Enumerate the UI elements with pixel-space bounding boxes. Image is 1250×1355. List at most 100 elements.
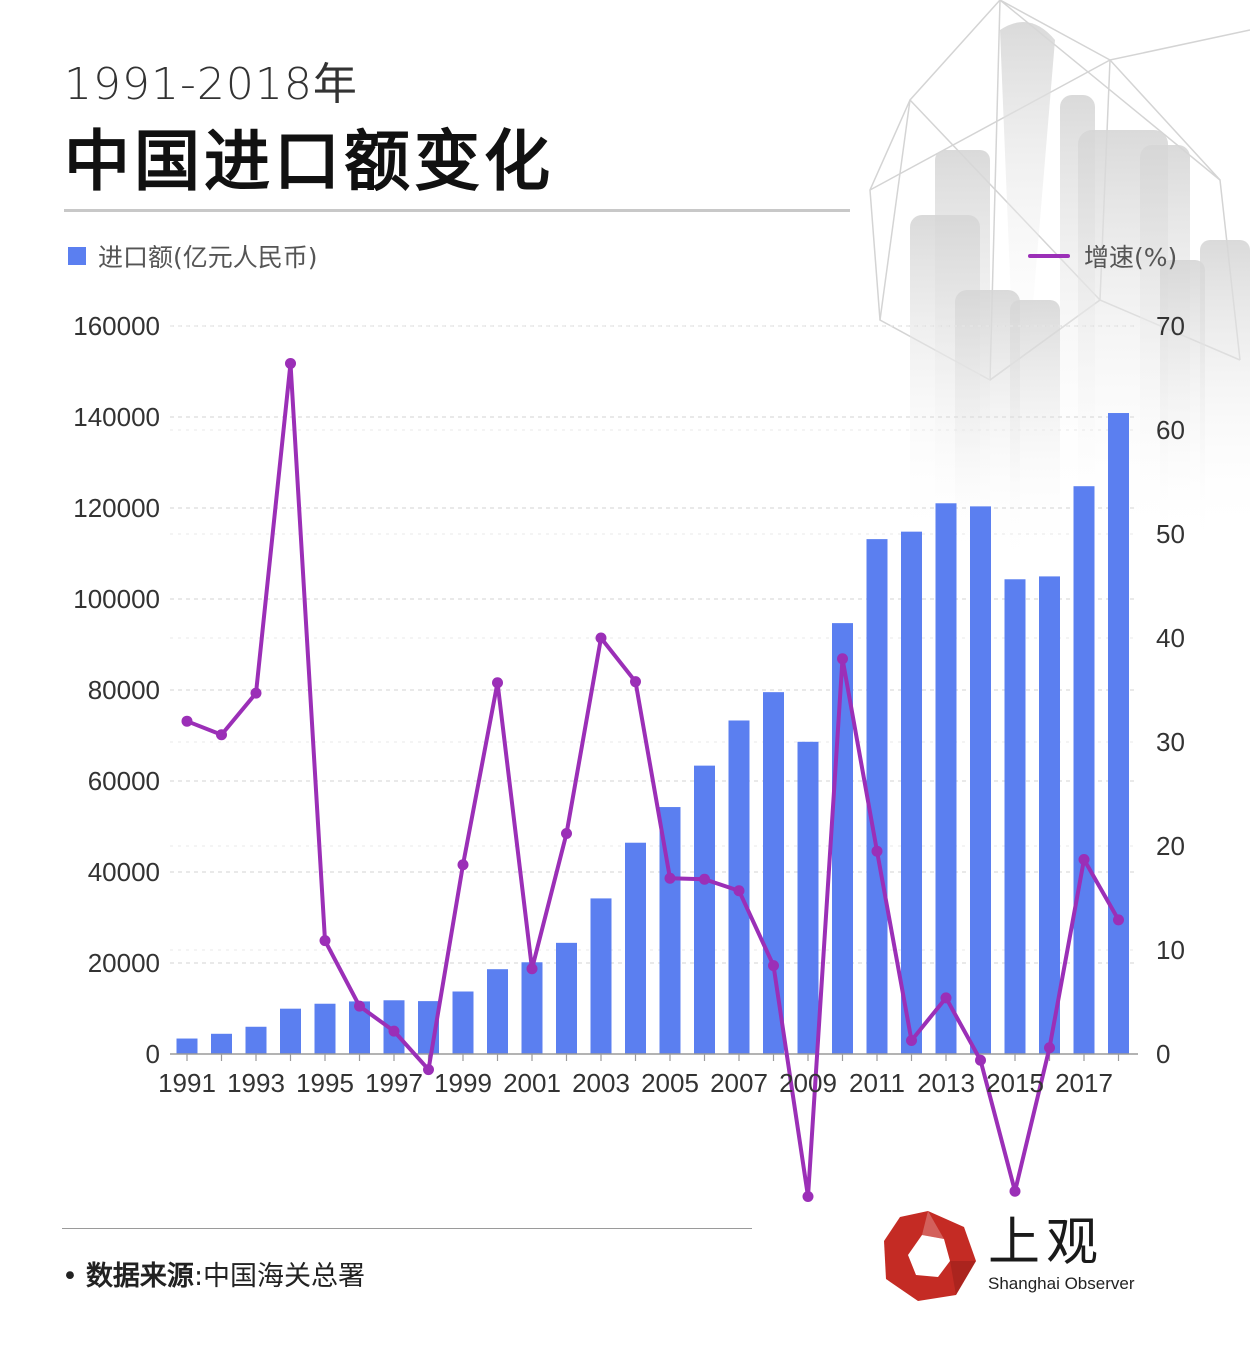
growth-point bbox=[1078, 854, 1090, 866]
growth-point bbox=[975, 1054, 986, 1066]
import-bar bbox=[245, 1026, 267, 1054]
import-bar bbox=[349, 1001, 370, 1054]
growth-point bbox=[802, 1190, 814, 1202]
growth-point bbox=[1113, 914, 1124, 926]
background-skyline-decoration bbox=[869, 0, 1250, 560]
data-source: • 数据来源:中国海关总署 bbox=[62, 1254, 365, 1293]
x-tick-label: 2013 bbox=[917, 1068, 975, 1098]
growth-point bbox=[457, 859, 469, 871]
x-tick-label: 2003 bbox=[572, 1068, 630, 1098]
logo-text-en: Shanghai Observer bbox=[988, 1274, 1135, 1293]
growth-point bbox=[388, 1025, 400, 1037]
growth-point bbox=[216, 729, 227, 741]
y-right-tick-label: 50 bbox=[1156, 519, 1185, 549]
x-tick-label: 2011 bbox=[849, 1068, 905, 1098]
import-bar bbox=[694, 765, 715, 1054]
growth-point bbox=[664, 872, 676, 884]
x-tick-label: 1997 bbox=[365, 1068, 423, 1098]
x-tick-label: 2009 bbox=[779, 1068, 837, 1098]
import-bar bbox=[625, 842, 646, 1054]
import-bar bbox=[1073, 486, 1095, 1054]
import-bar bbox=[935, 503, 957, 1055]
growth-point bbox=[630, 676, 641, 688]
growth-point bbox=[285, 357, 296, 369]
import-bar bbox=[314, 1003, 336, 1054]
growth-point bbox=[871, 845, 883, 857]
source-label: 数据来源 bbox=[85, 1261, 194, 1292]
y-left-tick-label: 20000 bbox=[88, 948, 160, 978]
growth-point bbox=[837, 653, 848, 665]
x-tick-label: 2015 bbox=[986, 1068, 1044, 1098]
y-left-tick-label: 0 bbox=[146, 1039, 160, 1069]
footer-divider bbox=[62, 1228, 752, 1229]
growth-point bbox=[595, 632, 607, 644]
growth-line-group bbox=[181, 357, 1124, 1202]
y-right-tick-label: 60 bbox=[1156, 415, 1185, 445]
y-left-tick-label: 60000 bbox=[88, 766, 160, 796]
growth-point bbox=[906, 1034, 917, 1046]
y-left-tick-label: 80000 bbox=[88, 675, 160, 705]
source-separator: : bbox=[193, 1261, 204, 1292]
growth-point bbox=[940, 992, 952, 1004]
page-title: 中国进口额变化 bbox=[64, 123, 554, 200]
import-bar bbox=[797, 741, 819, 1054]
import-bar bbox=[763, 692, 784, 1054]
grid-lines bbox=[170, 325, 1138, 964]
growth-point bbox=[526, 963, 538, 975]
import-bar bbox=[211, 1033, 232, 1054]
import-bar bbox=[659, 807, 681, 1054]
growth-point bbox=[561, 828, 572, 840]
x-tick-label: 1991 bbox=[158, 1068, 216, 1098]
import-bar bbox=[590, 898, 612, 1054]
x-axis bbox=[170, 1053, 1138, 1061]
growth-point bbox=[1009, 1185, 1021, 1197]
import-bar bbox=[1004, 579, 1026, 1054]
x-tick-label: 1999 bbox=[434, 1068, 492, 1098]
growth-point bbox=[733, 885, 745, 897]
growth-point bbox=[492, 677, 503, 689]
x-tick-label: 2017 bbox=[1055, 1068, 1113, 1098]
y-left-tick-label: 100000 bbox=[73, 584, 160, 614]
y-right-tick-label: 40 bbox=[1156, 623, 1185, 653]
legend-line-swatch bbox=[1028, 254, 1070, 258]
y-right-tick-label: 0 bbox=[1156, 1039, 1170, 1069]
y-left-tick-label: 160000 bbox=[73, 311, 160, 341]
legend-bar-label: 进口额(亿元人民币) bbox=[98, 243, 318, 272]
y-left-tick-label: 40000 bbox=[88, 857, 160, 887]
growth-point bbox=[423, 1064, 434, 1076]
legend-bar-swatch bbox=[68, 247, 86, 265]
y-right-tick-label: 30 bbox=[1156, 727, 1185, 757]
x-tick-label: 2001 bbox=[503, 1068, 561, 1098]
import-bar bbox=[280, 1008, 301, 1054]
bars-group bbox=[176, 413, 1129, 1055]
growth-point bbox=[181, 715, 193, 727]
legend-line-label: 增速(%) bbox=[1084, 243, 1178, 272]
title-divider bbox=[64, 209, 850, 212]
import-bar bbox=[1108, 413, 1129, 1054]
y-left-tick-label: 120000 bbox=[73, 493, 160, 523]
import-bar bbox=[521, 962, 543, 1054]
y-right-tick-label: 20 bbox=[1156, 831, 1185, 861]
import-bar bbox=[176, 1038, 198, 1054]
import-bar bbox=[487, 969, 508, 1054]
tick-labels: 0 20000 40000 60000 80000 100000 120000 140000 1… bbox=[73, 311, 1185, 1098]
growth-point bbox=[1044, 1042, 1055, 1054]
shanghai-observer-logo-icon bbox=[884, 1211, 976, 1301]
growth-point bbox=[354, 1000, 365, 1012]
import-bar bbox=[866, 539, 888, 1054]
growth-point bbox=[319, 935, 331, 947]
logo-text-cn: 上观 bbox=[988, 1213, 1105, 1273]
import-bar bbox=[901, 531, 922, 1054]
y-right-tick-label: 70 bbox=[1156, 311, 1185, 341]
legend-bar-series: 进口额(亿元人民币) bbox=[68, 238, 318, 274]
growth-point bbox=[768, 960, 779, 972]
title-year: 1991-2018年 bbox=[64, 59, 358, 110]
x-tick-label: 1995 bbox=[296, 1068, 354, 1098]
import-bar bbox=[556, 942, 577, 1054]
y-left-tick-label: 140000 bbox=[73, 402, 160, 432]
y-right-tick-label: 10 bbox=[1156, 935, 1185, 965]
x-tick-label: 1993 bbox=[227, 1068, 285, 1098]
import-bar bbox=[1039, 576, 1060, 1054]
growth-point bbox=[699, 873, 710, 885]
